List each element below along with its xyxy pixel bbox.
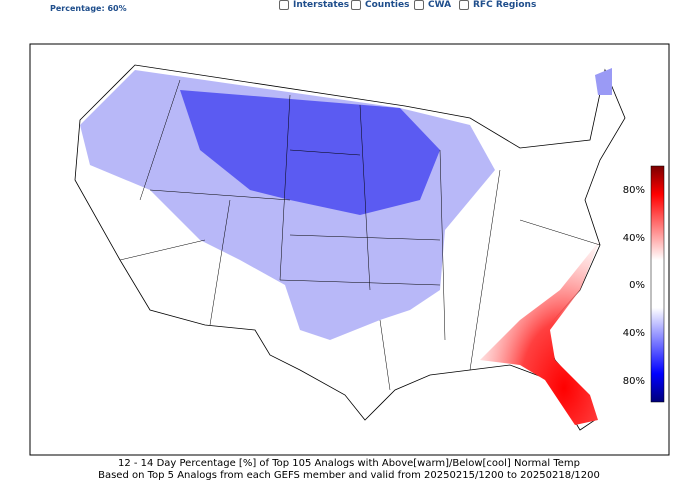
toggle-label[interactable]: Counties [365,0,410,10]
toggle[interactable]: CWA [414,0,451,10]
caption-line: Based on Top 5 Analogs from each GEFS me… [98,470,600,481]
percentage-label: Percentage: 60% [50,4,127,13]
toggle-label[interactable]: Interstates [293,0,350,10]
checkbox[interactable] [459,0,469,10]
colorbar-tick-label: 80% [623,185,645,196]
below-normal-maine [595,68,612,95]
above-normal-area [480,240,600,425]
colorbar [650,165,665,403]
colorbar-tick-label: 80% [623,376,645,387]
state-borders [119,79,601,391]
colorbar-tick-label: 0% [629,280,645,291]
checkbox[interactable] [279,0,289,10]
below-normal-core [180,90,440,215]
map: 80% 40% 0% 40% 80% 12 - 14 Day Percentag… [29,43,670,481]
toggle-label[interactable]: RFC Regions [473,0,537,10]
colorbar-tick-label: 40% [623,328,645,339]
toggle-label[interactable]: CWA [428,0,452,10]
toggle[interactable]: Counties [351,0,409,10]
toggle[interactable]: Interstates [279,0,349,10]
checkbox[interactable] [351,0,361,10]
toggle[interactable]: RFC Regions [459,0,536,10]
colorbar-tick-label: 40% [623,233,645,244]
checkbox[interactable] [414,0,424,10]
caption-line: 12 - 14 Day Percentage [%] of Top 105 An… [118,458,580,469]
